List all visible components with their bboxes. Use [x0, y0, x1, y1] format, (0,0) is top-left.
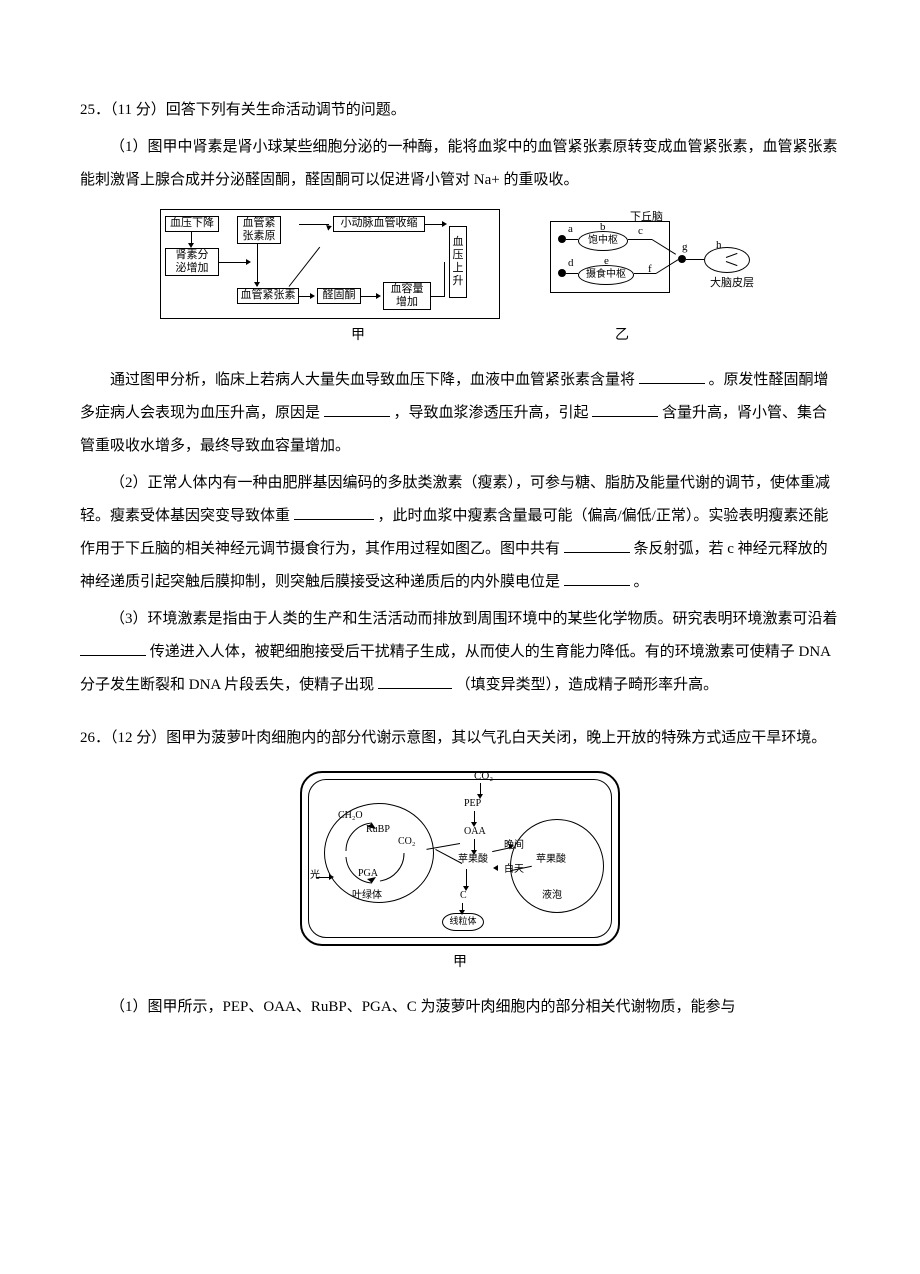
diagram-yi: 下丘脑 饱中枢 摄食中枢 大脑皮层 a b c	[520, 209, 760, 319]
box-vasoconstrict: 小动脉血管收缩	[333, 216, 425, 232]
neuron-g-dot	[678, 255, 686, 263]
box-angiotensin: 血管紧张素	[237, 288, 299, 304]
q25-p3: （2）正常人体内有一种由肥胖基因编码的多肽类激素（瘦素），可参与糖、脂肪及能量代…	[80, 467, 840, 599]
mitochondrion: 线粒体	[442, 913, 484, 931]
q25-p2-c: ，导致血浆渗透压升高，引起	[394, 405, 589, 421]
q25-p2: 通过图甲分析，临床上若病人大量失血导致血压下降，血液中血管紧张素含量将 。原发性…	[80, 364, 840, 463]
cell-diagram: 线粒体 CO₂ PEP OAA CH₂O RuBP CO₂ PGA 苹果酸 苹果…	[300, 771, 620, 946]
neuron-a-dot	[558, 235, 566, 243]
label-hypothalamus: 下丘脑	[630, 211, 663, 223]
q26-figure-wrap: 线粒体 CO₂ PEP OAA CH₂O RuBP CO₂ PGA 苹果酸 苹果…	[80, 771, 840, 946]
q25-p3-d: 。	[634, 574, 649, 590]
q26-p1: （1）图甲所示，PEP、OAA、RuBP、PGA、C 为菠萝叶肉细胞内的部分相关…	[80, 991, 840, 1024]
label-a: a	[568, 223, 573, 235]
satiety-center: 饱中枢	[578, 231, 628, 251]
q25-p1: （1）图甲中肾素是肾小球某些细胞分泌的一种酶，能将血浆中的血管紧张素原转变成血管…	[80, 131, 840, 197]
label-c: c	[638, 225, 643, 237]
box-aldosterone: 醛固酮	[317, 288, 361, 304]
label-pep: PEP	[464, 799, 481, 810]
blank-4[interactable]	[294, 502, 374, 520]
q26-header: 26．（12 分）图甲为菠萝叶肉细胞内的部分代谢示意图，其以气孔白天关闭，晚上开…	[80, 722, 840, 755]
blank-6[interactable]	[564, 568, 630, 586]
label-co2-top: CO₂	[474, 771, 493, 783]
label-malate2: 苹果酸	[536, 855, 566, 866]
q25-p4-c: （填变异类型），造成精子畸形率升高。	[456, 677, 719, 693]
label-vacuole: 液泡	[542, 891, 562, 902]
label-g: g	[682, 241, 688, 253]
box-bp-down: 血压下降	[165, 216, 219, 232]
label-b: b	[600, 221, 606, 233]
label-h: h	[716, 239, 722, 251]
blank-7[interactable]	[80, 638, 146, 656]
label-malate1: 苹果酸	[458, 855, 488, 866]
label-c: C	[460, 891, 467, 902]
blank-5[interactable]	[564, 535, 630, 553]
q26-caption: 甲	[80, 948, 840, 979]
label-d: d	[568, 257, 574, 269]
neuron-d-dot	[558, 269, 566, 277]
q25-captions: 甲 乙	[80, 321, 840, 352]
box-bp-up: 血 压 上 升	[449, 226, 467, 298]
box-volume-up: 血容量 增加	[383, 282, 431, 310]
feeding-center: 摄食中枢	[578, 265, 634, 285]
q25-p4-a: （3）环境激素是指由于人类的生产和生活活动而排放到周围环境中的某些化学物质。研究…	[110, 611, 838, 627]
caption-jia: 甲	[351, 321, 365, 352]
caption-yi: 乙	[615, 321, 629, 352]
diagram-jia: 血压下降 肾素分 泌增加 血管紧 张素原 血管紧张素 醛固酮 小动脉血管收缩 血…	[160, 209, 500, 319]
cortex-oval	[704, 247, 750, 273]
blank-2[interactable]	[324, 399, 390, 417]
label-oaa: OAA	[464, 827, 486, 838]
q25-header: 25．（11 分）回答下列有关生命活动调节的问题。	[80, 94, 840, 127]
box-renin: 肾素分 泌增加	[165, 248, 219, 276]
label-f: f	[648, 263, 652, 275]
blank-1[interactable]	[639, 366, 705, 384]
q25-figure-row: 血压下降 肾素分 泌增加 血管紧 张素原 血管紧张素 醛固酮 小动脉血管收缩 血…	[80, 209, 840, 319]
box-ang-precursor: 血管紧 张素原	[237, 216, 281, 244]
question-25: 25．（11 分）回答下列有关生命活动调节的问题。 （1）图甲中肾素是肾小球某些…	[80, 94, 840, 702]
label-e: e	[604, 255, 609, 267]
calvin-cycle-icon	[332, 811, 432, 901]
q25-p4: （3）环境激素是指由于人类的生产和生活活动而排放到周围环境中的某些化学物质。研究…	[80, 603, 840, 702]
q25-p2-a: 通过图甲分析，临床上若病人大量失血导致血压下降，血液中血管紧张素含量将	[110, 372, 635, 388]
blank-8[interactable]	[378, 671, 452, 689]
label-cortex: 大脑皮层	[710, 277, 754, 289]
blank-3[interactable]	[592, 399, 658, 417]
question-26: 26．（12 分）图甲为菠萝叶肉细胞内的部分代谢示意图，其以气孔白天关闭，晚上开…	[80, 722, 840, 1024]
